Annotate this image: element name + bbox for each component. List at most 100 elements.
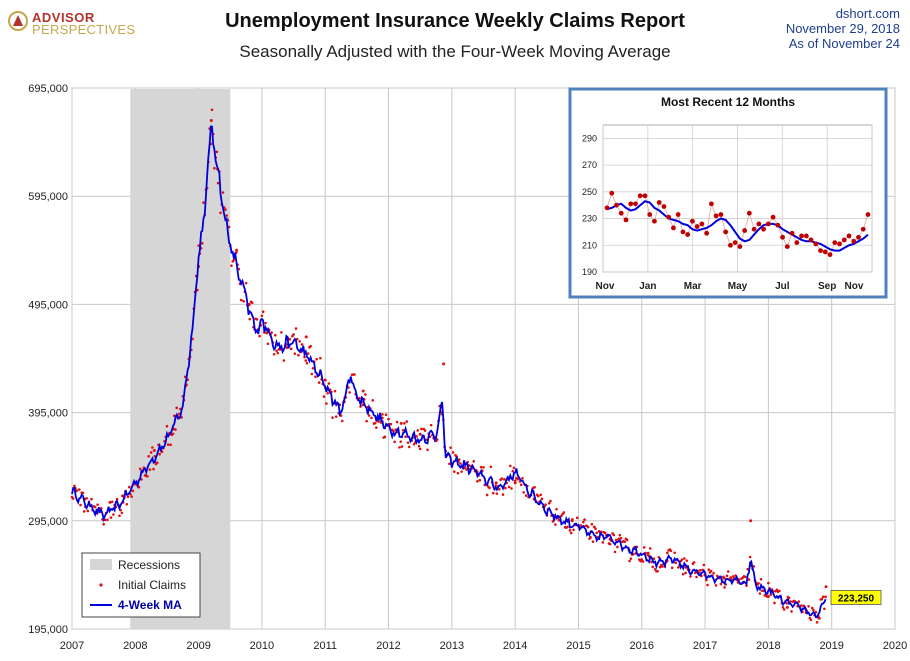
claims-point [747, 578, 751, 581]
claims-point [560, 514, 563, 518]
claims-point [591, 540, 595, 543]
claims-point [501, 493, 505, 496]
claims-point [112, 513, 115, 516]
claims-point [459, 462, 462, 465]
y-tick-label: 395,000 [28, 408, 68, 420]
inset-claims-point [727, 242, 733, 248]
claims-point [628, 559, 631, 563]
claims-point [401, 428, 405, 432]
inset-claims-point [865, 212, 871, 217]
claims-point [519, 483, 523, 487]
claims-point [491, 491, 495, 495]
claims-point [586, 525, 590, 529]
x-tick-label: 2009 [186, 640, 210, 652]
y-tick-label: 595,000 [28, 191, 68, 203]
claims-point [714, 584, 718, 587]
moving-average-series [71, 125, 827, 619]
claims-point [613, 550, 617, 554]
claims-point [177, 412, 181, 416]
claims-point [810, 606, 814, 610]
claims-anchor-point [121, 494, 125, 498]
claims-point [698, 569, 702, 572]
x-tick-label: 2019 [819, 640, 843, 652]
claims-point [614, 538, 618, 542]
claims-point [331, 416, 334, 419]
inset-claims-point [713, 213, 719, 219]
claims-point [715, 574, 719, 578]
claims-point [282, 359, 286, 362]
claims-point [676, 566, 680, 569]
claims-point [790, 610, 793, 613]
claims-point [551, 520, 555, 523]
claims-point [295, 337, 299, 341]
claims-point [673, 551, 676, 555]
claims-point [799, 604, 803, 607]
claims-point [395, 420, 399, 424]
x-tick-label: 2018 [756, 640, 780, 652]
claims-point [393, 440, 396, 444]
claims-point [165, 424, 169, 428]
claims-point [219, 211, 222, 215]
ma-line [71, 125, 827, 619]
inset-y-tick-label: 210 [582, 240, 597, 250]
claims-anchor-point [361, 389, 365, 393]
claims-point [280, 331, 283, 334]
x-tick-label: 2010 [250, 640, 274, 652]
claims-point [451, 451, 455, 454]
claims-point [131, 489, 135, 493]
claims-point [169, 443, 172, 447]
inset-y-tick-label: 270 [582, 160, 597, 170]
claims-point [311, 366, 315, 370]
claims-point [510, 487, 513, 490]
claims-point [305, 361, 309, 365]
y-tick-label: 695,000 [28, 83, 68, 95]
legend-claims-swatch [99, 583, 103, 587]
claims-point [782, 608, 786, 611]
claims-point [79, 503, 82, 507]
legend: Recessions Initial Claims 4-Week MA [81, 552, 201, 618]
inset-claims-point [799, 233, 804, 239]
claims-point [502, 478, 506, 481]
legend-ma: 4-Week MA [118, 598, 182, 612]
x-tick-label: 2008 [123, 640, 147, 652]
x-tick-label: 2020 [883, 640, 907, 652]
inset-claims-point [675, 212, 681, 217]
source-info: dshort.com November 29, 2018 As of Novem… [786, 6, 900, 51]
claims-point [731, 575, 735, 578]
claims-point [544, 503, 547, 506]
y-tick-label: 495,000 [28, 299, 68, 311]
x-tick-label: 2012 [376, 640, 400, 652]
recession-rect [130, 89, 231, 629]
claims-point [403, 422, 406, 425]
claims-anchor-point [570, 519, 574, 523]
claims-point [788, 600, 792, 603]
claims-point [221, 191, 225, 194]
claims-point [623, 540, 627, 544]
claims-point [294, 327, 298, 330]
x-tick-label: 2011 [313, 640, 337, 652]
inset-x-tick-label: Jan [639, 281, 656, 292]
inset-claims-point [690, 218, 695, 224]
claims-point [125, 502, 129, 506]
claims-point [536, 494, 540, 498]
claims-point [452, 470, 456, 473]
claims-point [456, 471, 460, 475]
claims-point [317, 381, 321, 384]
claims-point [371, 399, 375, 402]
claims-point [723, 586, 726, 589]
claims-point [685, 559, 689, 562]
claims-point [689, 575, 692, 578]
claims-point [399, 440, 403, 443]
claims-point [746, 567, 749, 571]
claims-point [595, 531, 599, 535]
claims-point [767, 581, 770, 585]
claims-point [216, 181, 220, 185]
claims-point [709, 569, 713, 573]
claims-point [608, 542, 612, 546]
claims-point [618, 533, 622, 537]
inset-claims-point [742, 228, 748, 233]
claims-point [612, 533, 616, 537]
inset-claims-point [827, 252, 833, 258]
claims-point [494, 484, 497, 487]
claims-point [797, 600, 801, 603]
